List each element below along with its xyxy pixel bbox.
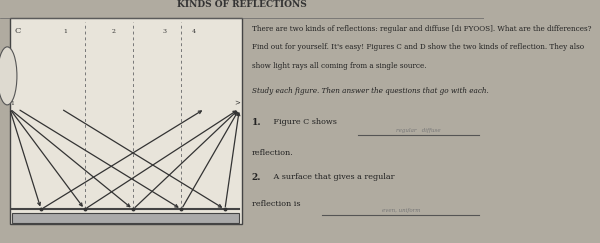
Text: reflection.: reflection. (251, 149, 293, 157)
Text: Figure C shows: Figure C shows (271, 118, 337, 126)
Text: even, uniform: even, uniform (382, 208, 421, 213)
Ellipse shape (0, 47, 17, 105)
Text: 2.: 2. (251, 173, 261, 182)
Text: 3: 3 (163, 29, 166, 35)
Text: show light rays all coming from a single source.: show light rays all coming from a single… (251, 62, 426, 70)
Text: >: > (234, 100, 240, 108)
Text: 1: 1 (10, 101, 14, 106)
Text: KINDS OF REFLECTIONS: KINDS OF REFLECTIONS (177, 0, 307, 9)
Text: 2: 2 (112, 29, 116, 35)
Text: regular   diffuse: regular diffuse (396, 129, 441, 133)
Text: A surface that gives a regular: A surface that gives a regular (271, 173, 394, 181)
Text: 1.: 1. (251, 118, 261, 127)
Text: reflection is: reflection is (251, 200, 300, 208)
Text: Study each figure. Then answer the questions that go with each.: Study each figure. Then answer the quest… (251, 87, 488, 95)
Text: There are two kinds of reflections: regular and diffuse [di FYOOS]. What are the: There are two kinds of reflections: regu… (251, 25, 591, 33)
Text: 1: 1 (63, 29, 67, 35)
Text: C: C (14, 27, 21, 35)
Bar (12, 213, 239, 223)
Bar (10, 18, 242, 225)
Text: Find out for yourself. It's easy! Figures C and D show the two kinds of reflecti: Find out for yourself. It's easy! Figure… (251, 43, 584, 51)
Text: 4: 4 (191, 29, 196, 35)
